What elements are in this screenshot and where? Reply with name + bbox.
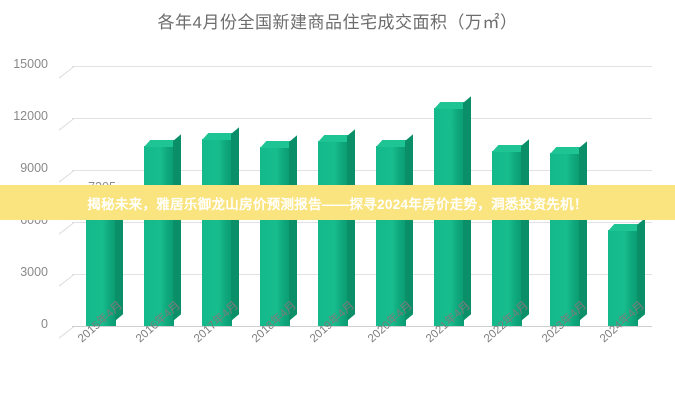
- bar[interactable]: [202, 127, 239, 326]
- bar-side-face: [231, 127, 239, 321]
- bar-slot: 7205: [80, 66, 136, 326]
- bar[interactable]: [550, 140, 587, 326]
- bar-slot: [312, 66, 368, 326]
- bar[interactable]: [318, 128, 355, 326]
- bar-slot: [544, 66, 600, 326]
- promo-banner-text: 揭秘未来，雅居乐御龙山房价预测报告——探寻2024年房价走势，洞悉投资先机！: [87, 196, 588, 212]
- gridline: 3000: [20, 265, 652, 287]
- bar[interactable]: [376, 134, 413, 326]
- y-axis-tick-label: 12000: [13, 109, 48, 123]
- gridline: 9000: [20, 161, 652, 183]
- y-axis-tick-label: 0: [41, 317, 48, 331]
- promo-banner: 揭秘未来，雅居乐御龙山房价预测报告——探寻2024年房价走势，洞悉投资先机！: [0, 185, 675, 220]
- bar-slot: [254, 66, 310, 326]
- bar-side-face: [289, 134, 297, 321]
- bar-side-face: [173, 134, 181, 321]
- gridline: 15000: [13, 57, 652, 79]
- y-axis-tick-label: 15000: [13, 57, 48, 71]
- bar[interactable]: [144, 134, 181, 326]
- bar-side-face: [347, 128, 355, 321]
- bar-side-face: [579, 140, 587, 321]
- bar[interactable]: 7205: [86, 180, 123, 326]
- bar[interactable]: [492, 139, 529, 326]
- bar-slot: [486, 66, 542, 326]
- gridline: 12000: [13, 109, 652, 131]
- y-axis-tick-label: 9000: [20, 161, 48, 175]
- bar-slot: [138, 66, 194, 326]
- axis-baseline: [72, 326, 652, 327]
- gridline-perspective-lead: [58, 326, 75, 339]
- bar-series: 72055565: [72, 66, 652, 326]
- bar[interactable]: [260, 134, 297, 326]
- bar-slot: [370, 66, 426, 326]
- bar-side-face: [405, 134, 413, 321]
- bar-side-face: [521, 139, 529, 321]
- y-axis-tick-label: 3000: [20, 265, 48, 279]
- bar-slot: [196, 66, 252, 326]
- page-title: 各年4月份全国新建商品住宅成交面积（万㎡）: [157, 13, 518, 32]
